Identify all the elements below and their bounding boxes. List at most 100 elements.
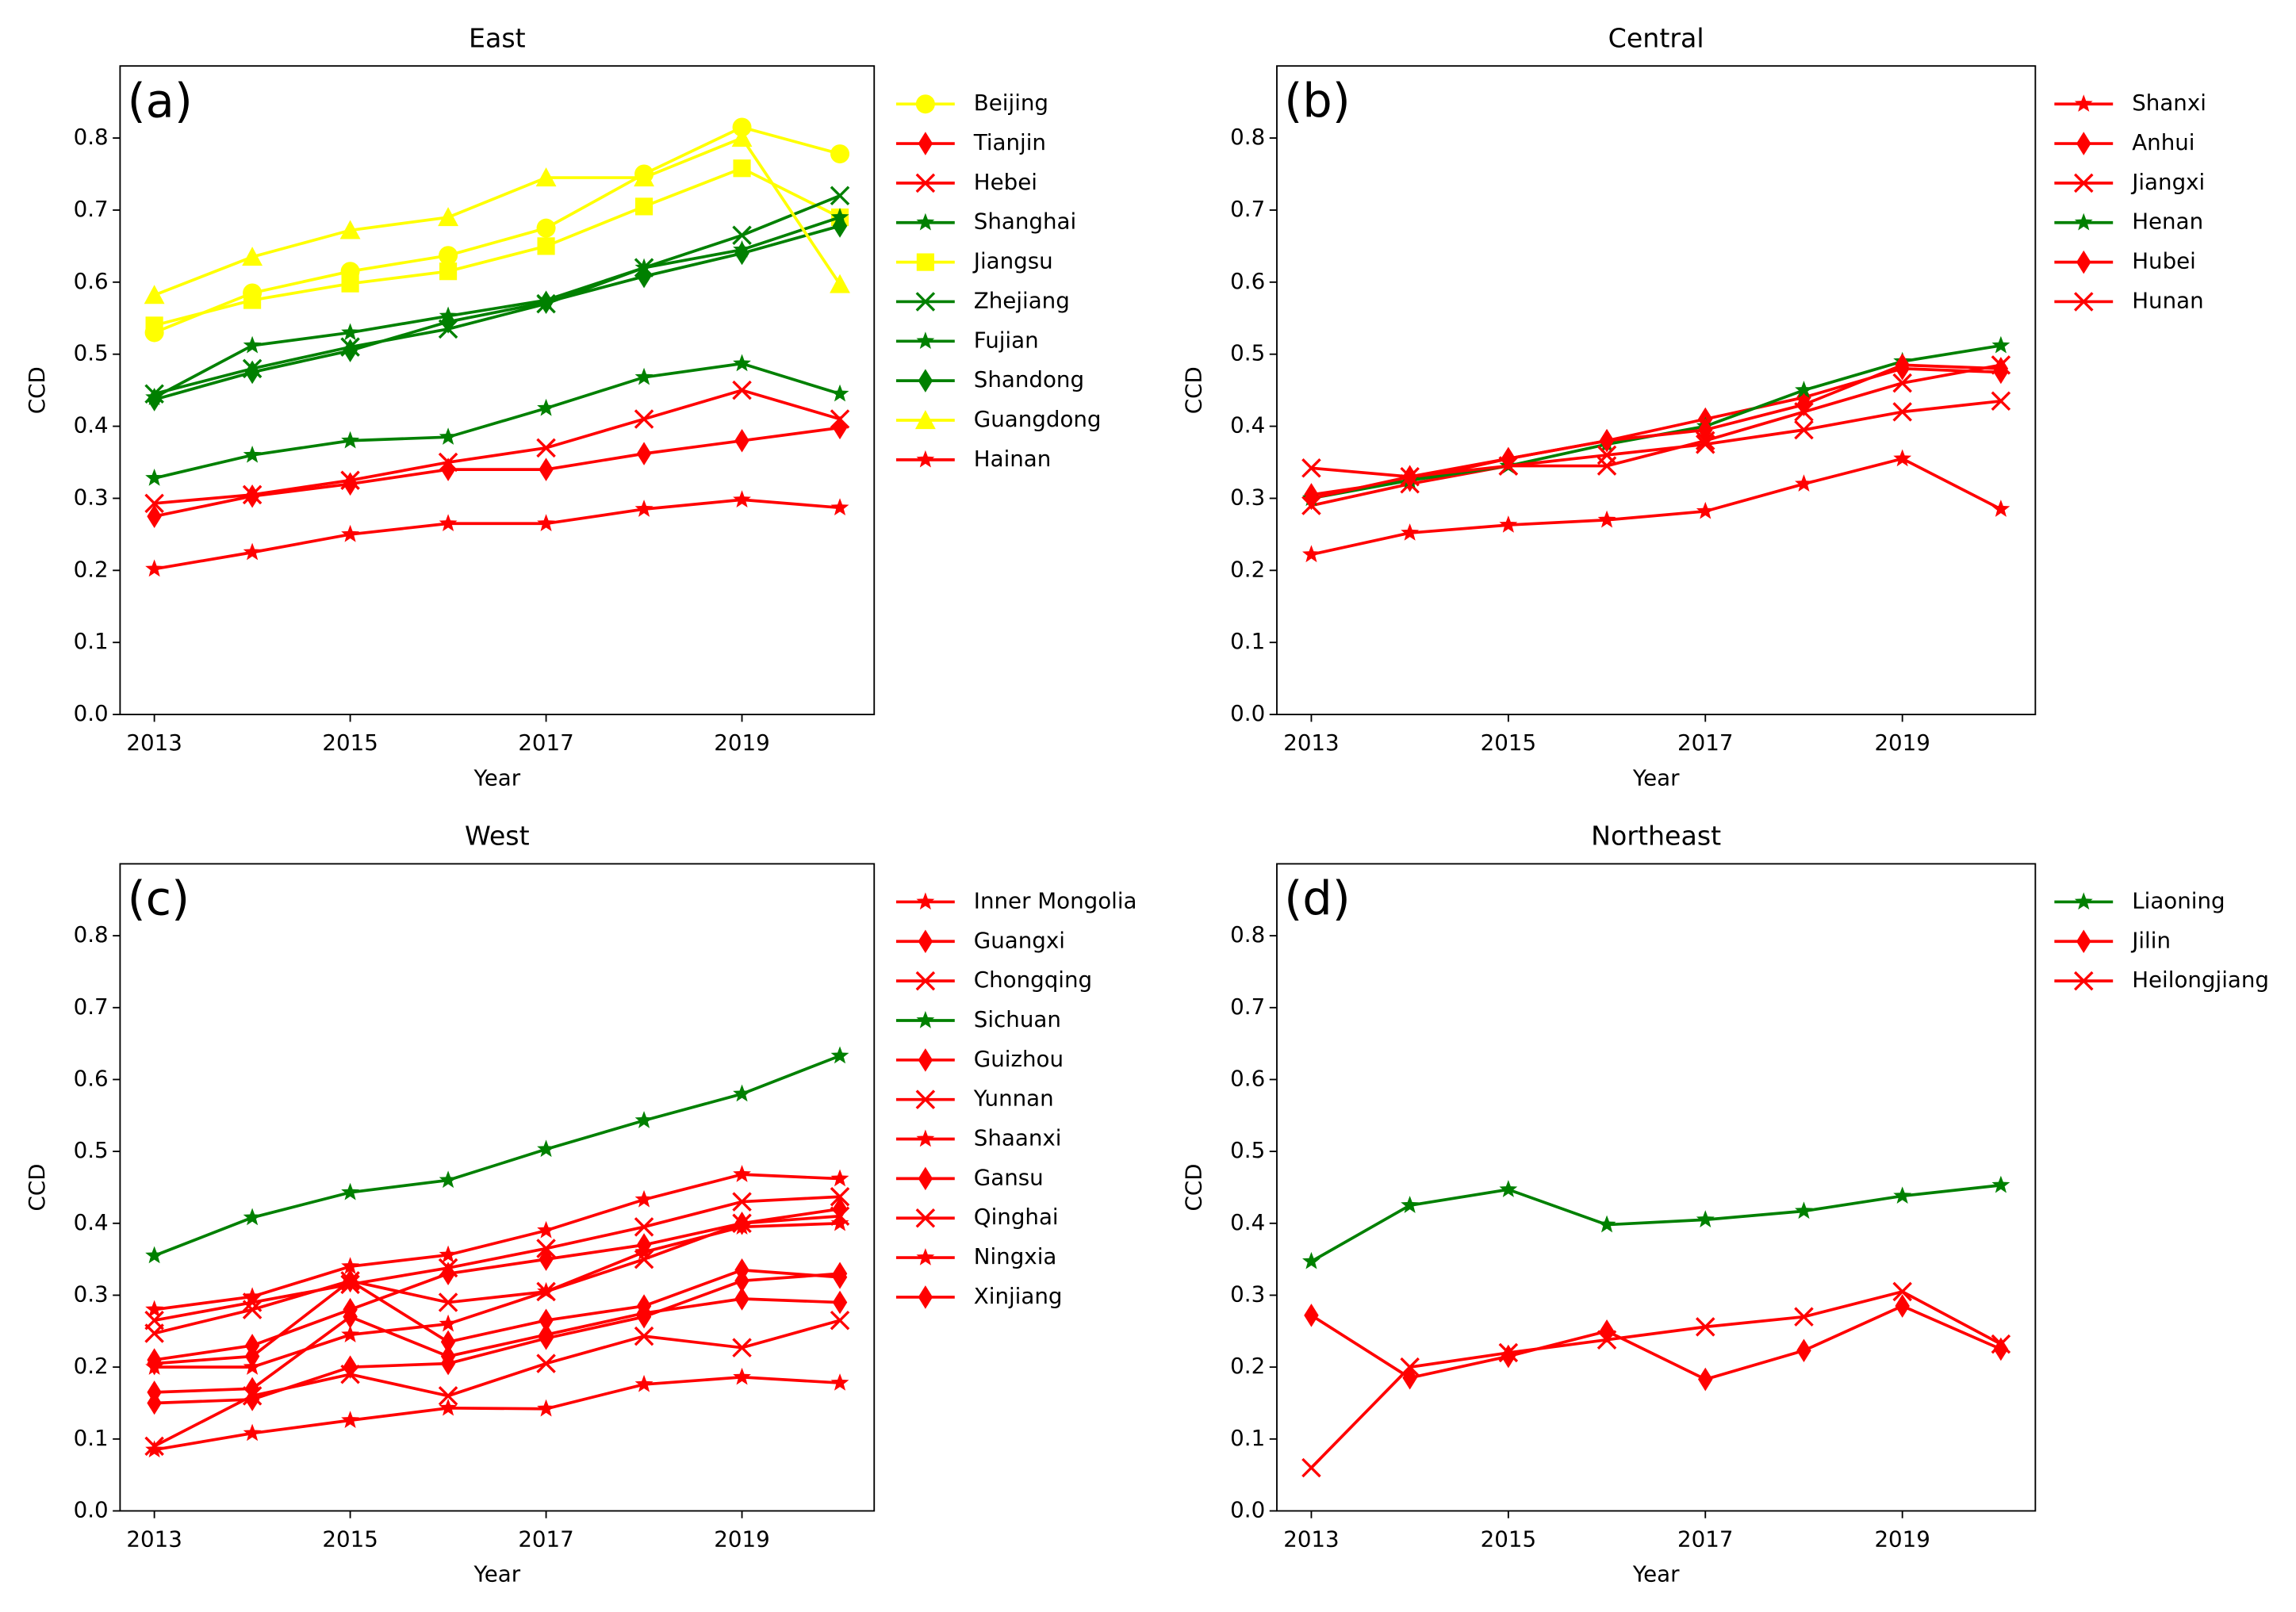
marker xyxy=(537,514,555,531)
marker xyxy=(1696,501,1715,519)
x-tick-label: 2013 xyxy=(126,1526,182,1552)
marker xyxy=(144,493,164,514)
legend-label: Hebei xyxy=(974,169,1037,195)
marker xyxy=(1696,435,1715,454)
marker xyxy=(732,1338,752,1357)
y-tick-label: 0.0 xyxy=(74,1496,109,1522)
chart-title: West xyxy=(465,821,530,852)
marker xyxy=(439,514,458,531)
y-axis-label: CCD xyxy=(24,366,50,414)
marker xyxy=(1301,458,1321,478)
marker xyxy=(2074,94,2093,112)
x-axis-label: Year xyxy=(1632,1561,1680,1587)
y-tick-label: 0.5 xyxy=(1230,1137,1265,1163)
x-axis-label: Year xyxy=(1632,764,1680,791)
y-axis-label: CCD xyxy=(1181,366,1207,414)
marker xyxy=(1498,456,1519,476)
panel-label: (d) xyxy=(1284,871,1351,926)
marker xyxy=(916,331,935,350)
legend-label: Gansu xyxy=(974,1164,1044,1190)
series-line xyxy=(154,362,841,480)
marker xyxy=(634,409,654,429)
y-tick-label: 0.3 xyxy=(74,1281,109,1307)
y-tick-label: 0.3 xyxy=(1230,484,1265,510)
marker xyxy=(634,1326,654,1346)
marker xyxy=(918,369,933,392)
marker xyxy=(439,1398,458,1416)
marker xyxy=(2074,173,2094,193)
marker xyxy=(634,197,654,216)
chart-title: Central xyxy=(1608,22,1704,53)
legend-label: Jiangxi xyxy=(2130,169,2205,195)
series-line xyxy=(1310,1289,2002,1469)
x-tick-label: 2019 xyxy=(1874,1526,1930,1552)
y-tick-label: 0.6 xyxy=(74,268,109,294)
marker xyxy=(243,1208,262,1226)
marker xyxy=(830,498,849,515)
series-line xyxy=(1311,457,2002,557)
marker xyxy=(2074,292,2094,312)
y-tick-label: 0.3 xyxy=(1230,1281,1265,1307)
legend-label: Liaoning xyxy=(2132,887,2225,913)
marker xyxy=(536,1354,556,1373)
series-line xyxy=(154,1207,841,1361)
y-axis-label: CCD xyxy=(24,1163,50,1211)
marker xyxy=(832,214,848,238)
marker xyxy=(2076,132,2091,155)
marker xyxy=(537,237,555,255)
marker xyxy=(830,409,850,429)
series-line xyxy=(154,1375,841,1452)
series-line xyxy=(154,1297,841,1394)
marker xyxy=(341,323,360,341)
y-tick-label: 0.1 xyxy=(1230,1425,1265,1451)
marker xyxy=(830,1310,850,1331)
marker xyxy=(1991,391,2011,412)
x-axis-label: Year xyxy=(473,1561,521,1587)
y-tick-label: 0.6 xyxy=(74,1065,109,1091)
series-line xyxy=(154,167,841,327)
marker xyxy=(1401,523,1420,541)
chart-title: Northeast xyxy=(1591,821,1721,852)
x-tick-label: 2015 xyxy=(1481,1526,1536,1552)
marker xyxy=(916,1010,935,1028)
marker xyxy=(1991,1175,2010,1193)
marker xyxy=(914,410,936,430)
x-tick-label: 2019 xyxy=(1874,729,1930,756)
marker xyxy=(634,1374,654,1392)
marker xyxy=(733,354,751,372)
legend-label: Jilin xyxy=(2130,927,2171,953)
marker xyxy=(145,1300,164,1318)
marker xyxy=(1301,1457,1321,1478)
marker xyxy=(1401,1196,1420,1213)
marker xyxy=(1795,381,1813,398)
marker xyxy=(1794,419,1814,440)
marker xyxy=(341,1325,360,1343)
marker xyxy=(733,1165,751,1182)
marker xyxy=(439,427,458,445)
series-line xyxy=(1311,399,2002,479)
marker xyxy=(439,262,458,281)
marker xyxy=(341,524,360,542)
series-line xyxy=(154,1272,841,1405)
y-axis-label: CCD xyxy=(1181,1163,1207,1211)
marker xyxy=(732,225,752,246)
legend-label: Anhui xyxy=(2132,129,2194,155)
marker xyxy=(634,500,654,517)
marker xyxy=(243,335,262,354)
marker xyxy=(343,339,358,362)
marker xyxy=(1795,474,1813,492)
y-tick-label: 0.2 xyxy=(1230,1353,1265,1379)
marker xyxy=(341,1182,360,1200)
series-line xyxy=(153,216,841,399)
y-tick-label: 0.6 xyxy=(1230,1065,1265,1091)
legend-label: Fujian xyxy=(974,327,1039,353)
x-tick-label: 2017 xyxy=(518,729,573,756)
y-tick-label: 0.7 xyxy=(1230,196,1265,222)
marker xyxy=(1596,1330,1617,1350)
marker xyxy=(145,1246,164,1264)
marker xyxy=(732,117,752,137)
marker xyxy=(537,1281,555,1300)
marker xyxy=(916,253,934,271)
marker xyxy=(1794,1307,1814,1327)
y-tick-label: 0.1 xyxy=(1230,628,1265,654)
